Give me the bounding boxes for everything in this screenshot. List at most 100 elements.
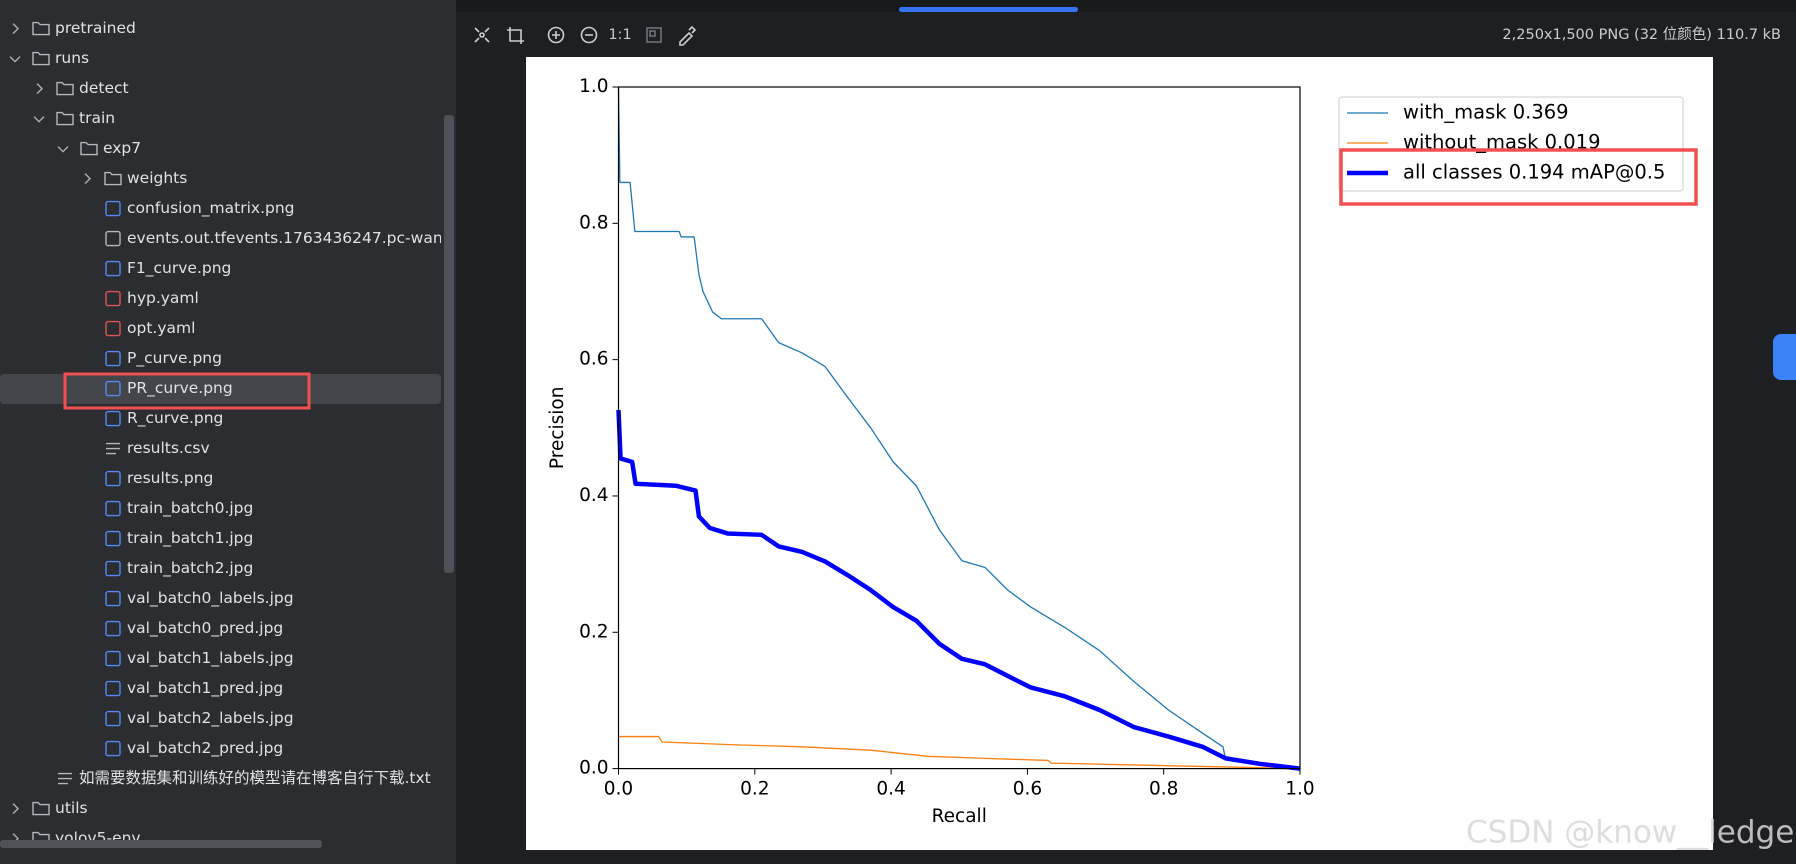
folder-icon <box>56 111 74 126</box>
file-name[interactable]: PR_curve.png <box>127 379 233 398</box>
folder-icon <box>32 801 50 816</box>
file-name[interactable]: runs <box>55 49 89 67</box>
file-icon <box>105 710 121 727</box>
y-tick-label: 0.4 <box>579 485 608 506</box>
series-line <box>616 409 1301 771</box>
file-name[interactable]: val_batch0_pred.jpg <box>127 619 283 638</box>
folder-icon <box>80 141 98 156</box>
highlight-box <box>63 372 311 410</box>
x-tick-label: 0.2 <box>740 779 769 800</box>
file-name[interactable]: weights <box>127 169 187 187</box>
plot-frame <box>617 86 1301 770</box>
file-icon <box>105 380 121 397</box>
file-tree: pretrained runs detect train exp7 weights conf… <box>9 19 490 847</box>
chart: 0.0 0.2 0.4 0.6 0.8 1.0 0.0 0.2 0.4 0.6 0.8 1.0 Reca… <box>547 76 1698 827</box>
chevron[interactable] <box>12 23 20 35</box>
x-tick-label: 0.6 <box>1013 779 1042 800</box>
file-name[interactable]: exp7 <box>103 139 141 157</box>
legend-label: with_mask 0.369 <box>1403 101 1569 124</box>
file-icon <box>105 470 121 487</box>
toolbar <box>474 25 697 46</box>
x-tick-label: 0.8 <box>1149 779 1178 800</box>
file-name[interactable]: confusion_matrix.png <box>127 199 295 218</box>
legend-label: without_mask 0.019 <box>1403 131 1600 154</box>
zoom-in-button[interactable] <box>547 26 565 44</box>
chevron[interactable] <box>9 56 21 63</box>
tab-indicator <box>899 7 1078 12</box>
tab-strip <box>456 0 1796 12</box>
y-axis-label: Precision <box>547 387 568 470</box>
file-icon <box>105 560 121 577</box>
file-name[interactable]: val_batch2_labels.jpg <box>127 709 294 728</box>
folder-icon <box>104 171 122 186</box>
file-name[interactable]: results.png <box>127 469 213 487</box>
file-name[interactable]: train_batch1.jpg <box>127 529 253 548</box>
file-name[interactable]: train_batch0.jpg <box>127 499 253 518</box>
y-tick-label: 0.6 <box>579 349 608 370</box>
x-tick-label: 1.0 <box>1285 779 1314 800</box>
image-info: 2,250x1,500 PNG (32 位颜色) 110.7 kB <box>1502 26 1781 43</box>
file-icon <box>105 620 121 637</box>
file-icon <box>105 230 121 247</box>
file-icon <box>105 680 121 697</box>
zoom-out-button[interactable] <box>580 26 598 44</box>
background-button[interactable] <box>646 27 662 43</box>
crop-button[interactable] <box>507 27 524 44</box>
file-name[interactable]: utils <box>55 799 88 817</box>
chevron[interactable] <box>36 83 44 95</box>
x-tick-label: 0.4 <box>876 779 905 800</box>
file-icon <box>105 320 121 337</box>
file-name[interactable]: val_batch1_labels.jpg <box>127 649 294 668</box>
file-name[interactable]: val_batch2_pred.jpg <box>127 739 283 758</box>
file-name[interactable]: events.out.tfevents.1763436247.pc-wangch… <box>127 229 490 247</box>
file-icon <box>105 530 121 547</box>
chevron[interactable] <box>57 146 69 153</box>
y-tick-label: 0.2 <box>579 621 608 642</box>
file-name[interactable]: 如需要数据集和训练好的模型请在博客自行下载.txt <box>79 769 431 787</box>
folder-icon <box>32 21 50 36</box>
zoom-actual[interactable]: 1:1 <box>608 27 631 43</box>
file-name[interactable]: F1_curve.png <box>127 259 231 278</box>
chevron[interactable] <box>84 173 92 185</box>
v-scrollbar[interactable] <box>444 115 454 573</box>
file-icon <box>105 500 121 517</box>
file-name[interactable]: val_batch1_pred.jpg <box>127 679 283 698</box>
y-tick-label: 1.0 <box>579 76 608 97</box>
file-name[interactable]: train_batch2.jpg <box>127 559 253 578</box>
file-name[interactable]: hyp.yaml <box>127 289 199 307</box>
file-name[interactable]: detect <box>79 79 129 97</box>
y-tick-label: 0.0 <box>579 758 608 779</box>
series-line <box>617 86 1301 770</box>
legend-label: all classes 0.194 mAP@0.5 <box>1403 161 1665 184</box>
h-scrollbar[interactable] <box>0 840 322 848</box>
sidebar <box>0 0 456 864</box>
file-icon <box>105 410 121 427</box>
x-tick-label: 0.0 <box>604 779 633 800</box>
highlight-box <box>1339 148 1698 206</box>
x-axis-label: Recall <box>932 806 987 827</box>
file-name[interactable]: P_curve.png <box>127 349 222 368</box>
chevron[interactable] <box>33 116 45 123</box>
file-icon <box>105 260 121 277</box>
y-tick-label: 0.8 <box>579 212 608 233</box>
file-icon <box>105 740 121 757</box>
file-name[interactable]: train <box>79 109 115 127</box>
fit-button[interactable] <box>474 27 490 43</box>
file-icon <box>105 650 121 667</box>
file-name[interactable]: results.csv <box>127 439 210 457</box>
file-icon <box>105 350 121 367</box>
file-icon <box>105 290 121 307</box>
file-icon <box>106 442 120 455</box>
file-name[interactable]: val_batch0_labels.jpg <box>127 589 294 608</box>
float-button[interactable] <box>1773 334 1796 380</box>
folder-icon <box>56 81 74 96</box>
file-name[interactable]: pretrained <box>55 19 136 37</box>
file-name[interactable]: opt.yaml <box>127 319 195 337</box>
watermark: CSDN @know__ledge <box>1466 815 1794 851</box>
color-picker-button[interactable] <box>679 25 697 46</box>
file-name[interactable]: R_curve.png <box>127 409 223 428</box>
folder-icon <box>32 51 50 66</box>
chevron[interactable] <box>12 803 20 815</box>
